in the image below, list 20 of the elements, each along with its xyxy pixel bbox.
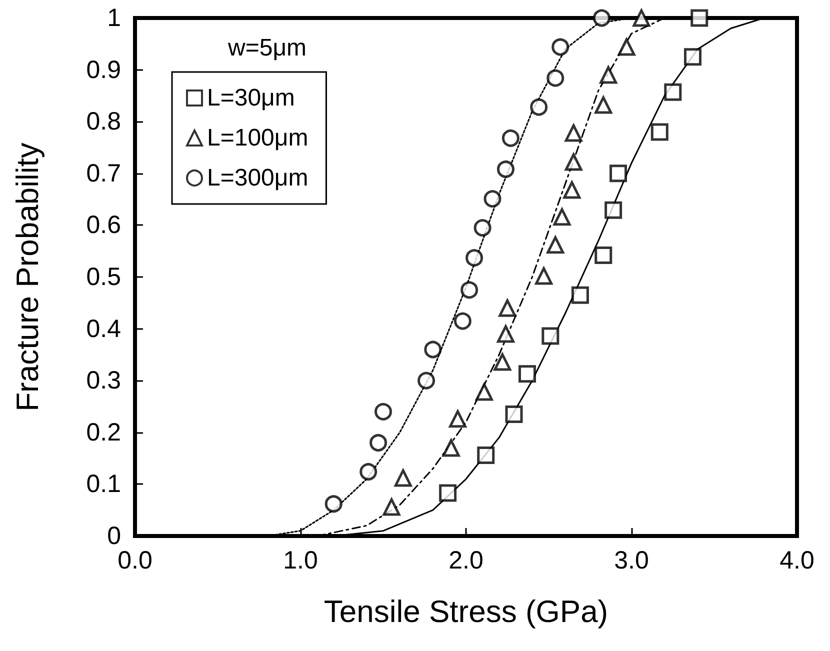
y-tick-label: 0.4 (86, 314, 122, 343)
x-tick-label: 3.0 (614, 546, 649, 574)
annotation: w=5μm (227, 34, 307, 62)
y-tick-label: 0.1 (86, 470, 121, 498)
y-tick-label: 1 (107, 4, 121, 32)
x-tick-label: 1.0 (283, 546, 318, 574)
y-tick-label: 0.3 (86, 366, 121, 395)
y-tick-label: 0.6 (86, 211, 121, 240)
y-axis-title: Fracture Probability (10, 142, 45, 412)
y-tick-label: 0.8 (86, 108, 121, 136)
y-tick-label: 0.5 (86, 263, 121, 291)
legend-label: L=100μm (207, 124, 308, 152)
y-tick-label: 0.2 (86, 418, 121, 446)
x-tick-label: 2.0 (448, 546, 484, 574)
y-tick-label: 0.9 (86, 56, 121, 84)
legend-label: L=30μm (207, 84, 295, 112)
y-tick-label: 0.7 (86, 159, 121, 188)
x-tick-label: 4.0 (780, 546, 814, 574)
x-axis-title: Tensile Stress (GPa) (324, 594, 608, 629)
legend-label: L=300μm (207, 164, 308, 192)
